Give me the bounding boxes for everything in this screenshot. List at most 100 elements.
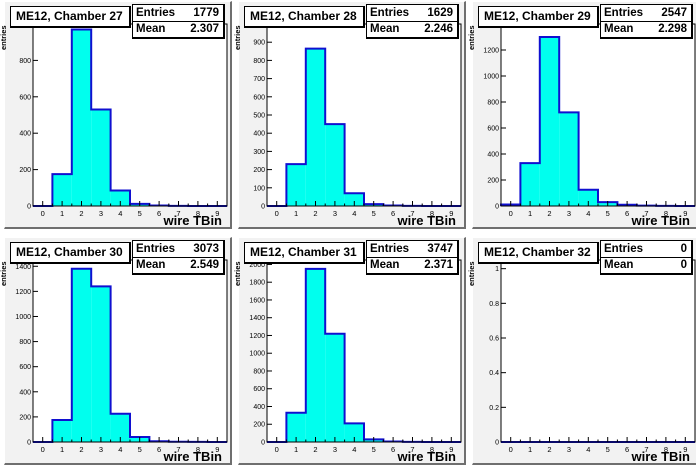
x-tick-label: 0 bbox=[509, 445, 513, 454]
x-tick-label: 2 bbox=[79, 445, 83, 454]
x-tick-label: 6 bbox=[625, 445, 629, 454]
y-tick-label: 0 bbox=[261, 440, 265, 447]
x-tick-label: 1 bbox=[60, 445, 64, 454]
y-tick-label: 0.8 bbox=[489, 301, 499, 308]
histogram-plot: 0 1 2 3 4 5 6 7 8 9 0 0.2 0.4 0.6 0.8 1 bbox=[489, 259, 696, 454]
stats-box: Entries 1629 Mean 2.246 bbox=[366, 4, 459, 39]
y-tick-label: 800 bbox=[19, 58, 31, 65]
histogram-panel: 0 1 2 3 4 5 6 7 8 9 0 0.2 0.4 0.6 0.8 1 ME12, Chamber 32… bbox=[467, 237, 696, 465]
x-tick-label: 9 bbox=[683, 209, 687, 218]
y-tick-label: 600 bbox=[253, 94, 265, 101]
histogram-bar bbox=[286, 412, 306, 442]
plot-area bbox=[33, 260, 227, 442]
histogram-title: ME12, Chamber 32 bbox=[478, 242, 599, 264]
histogram-title: ME12, Chamber 27 bbox=[10, 6, 131, 28]
x-tick-label: 9 bbox=[215, 445, 219, 454]
y-tick-label: 100 bbox=[253, 185, 265, 192]
mean-label: Mean bbox=[604, 23, 634, 35]
histogram-bar bbox=[344, 423, 364, 442]
entries-label: Entries bbox=[370, 7, 409, 19]
y-tick-label: 600 bbox=[19, 364, 31, 371]
y-axis-label: entries bbox=[467, 261, 476, 286]
y-tick-label: 600 bbox=[487, 126, 499, 133]
entries-label: Entries bbox=[136, 243, 175, 255]
entries-label: Entries bbox=[604, 243, 643, 255]
x-axis-label: wire TBin bbox=[163, 449, 222, 464]
y-tick-label: 500 bbox=[253, 113, 265, 120]
stats-divider bbox=[601, 257, 691, 258]
x-tick-label: 5 bbox=[606, 209, 610, 218]
histogram-bar bbox=[52, 174, 72, 206]
x-tick-label: 4 bbox=[586, 209, 590, 218]
x-tick-label: 3 bbox=[333, 209, 337, 218]
mean-label: Mean bbox=[604, 259, 634, 271]
histogram-panel: 0 1 2 3 4 5 6 7 8 9 0 100 200 300 400 500 600 700 800 900 ME… bbox=[233, 1, 466, 229]
x-tick-label: 7 bbox=[644, 445, 648, 454]
y-tick-label: 900 bbox=[253, 40, 265, 47]
x-tick-label: 7 bbox=[176, 445, 180, 454]
plot-area bbox=[501, 260, 695, 442]
x-tick-label: 5 bbox=[138, 209, 142, 218]
x-tick-label: 2 bbox=[313, 209, 317, 218]
stats-divider bbox=[133, 257, 223, 258]
x-tick-label: 9 bbox=[449, 445, 453, 454]
histogram-title: ME12, Chamber 29 bbox=[478, 6, 599, 28]
y-axis-label: entries bbox=[0, 261, 8, 286]
histogram-bar bbox=[578, 189, 598, 206]
histogram-bar bbox=[286, 164, 306, 206]
x-tick-label: 2 bbox=[79, 209, 83, 218]
y-tick-label: 0 bbox=[495, 440, 499, 447]
histogram-bar bbox=[110, 413, 130, 442]
y-tick-label: 300 bbox=[253, 149, 265, 156]
entries-label: Entries bbox=[136, 7, 175, 19]
x-tick-label: 9 bbox=[449, 209, 453, 218]
histogram-plot: 0 1 2 3 4 5 6 7 8 9 0 100 200 300 400 500 600 700 800 900 bbox=[253, 23, 462, 218]
histogram-plot: 0 1 2 3 4 5 6 7 8 9 0 200 400 600 800 1000 1200 1400 bbox=[15, 259, 228, 454]
histogram-bar bbox=[539, 37, 560, 206]
x-axis-label: wire TBin bbox=[631, 449, 690, 464]
x-tick-label: 1 bbox=[528, 445, 532, 454]
mean-label: Mean bbox=[370, 23, 400, 35]
entries-value: 1629 bbox=[427, 7, 453, 19]
x-tick-label: 6 bbox=[625, 209, 629, 218]
mean-value: 0 bbox=[680, 259, 687, 271]
x-tick-label: 0 bbox=[275, 445, 279, 454]
x-tick-label: 4 bbox=[586, 445, 590, 454]
entries-label: Entries bbox=[370, 243, 409, 255]
x-tick-label: 0 bbox=[41, 445, 45, 454]
y-tick-label: 1800 bbox=[249, 280, 265, 287]
y-tick-label: 1 bbox=[495, 266, 499, 273]
x-tick-label: 3 bbox=[99, 445, 103, 454]
y-tick-label: 400 bbox=[19, 131, 31, 138]
y-tick-label: 200 bbox=[19, 414, 31, 421]
y-axis-label: entries bbox=[233, 261, 242, 286]
y-tick-label: 0 bbox=[27, 204, 31, 211]
stats-divider bbox=[133, 21, 223, 22]
stats-box: Entries 1779 Mean 2.307 bbox=[132, 4, 225, 39]
histogram-panel: 0 1 2 3 4 5 6 7 8 9 0 200 400 600 800 1000 1200 1400 ME12,… bbox=[0, 237, 232, 465]
histogram-panel: 012345678902004006008001000ME12, Chamber… bbox=[0, 1, 232, 229]
histogram-bar bbox=[91, 286, 111, 442]
histogram-bar bbox=[325, 124, 345, 206]
y-tick-label: 800 bbox=[253, 58, 265, 65]
stats-divider bbox=[601, 21, 691, 22]
histogram-bar bbox=[71, 268, 92, 442]
x-tick-label: 3 bbox=[333, 445, 337, 454]
x-tick-label: 6 bbox=[391, 209, 395, 218]
plot-area bbox=[267, 260, 461, 442]
entries-value: 3747 bbox=[427, 243, 453, 255]
histogram-bar bbox=[325, 333, 345, 442]
x-tick-label: 8 bbox=[196, 445, 200, 454]
y-tick-label: 0.4 bbox=[489, 370, 499, 377]
entries-value: 3073 bbox=[193, 243, 219, 255]
x-tick-label: 8 bbox=[664, 209, 668, 218]
mean-label: Mean bbox=[136, 23, 166, 35]
stats-divider bbox=[367, 257, 457, 258]
x-tick-label: 3 bbox=[99, 209, 103, 218]
histogram-plot: 0 1 2 3 4 5 6 7 8 9 0 200 400 600 800 1000 1200 bbox=[483, 23, 696, 218]
stats-box: Entries 3073 Mean 2.549 bbox=[132, 240, 225, 275]
stats-box: Entries 0 Mean 0 bbox=[600, 240, 693, 275]
x-tick-label: 4 bbox=[118, 445, 122, 454]
y-axis-label: entries bbox=[233, 25, 242, 50]
x-tick-label: 6 bbox=[391, 445, 395, 454]
